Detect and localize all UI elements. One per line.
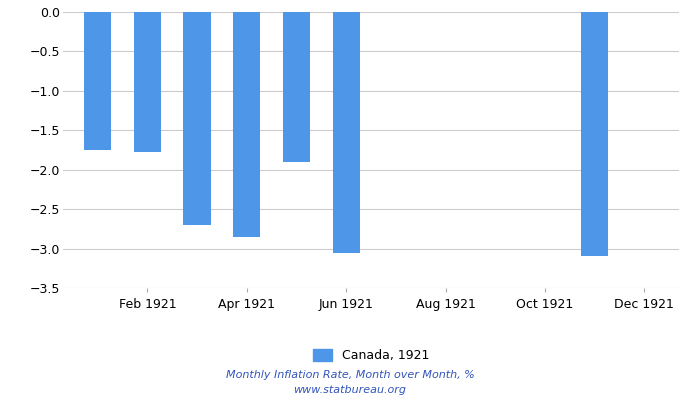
Bar bbox=[283, 12, 310, 162]
Bar bbox=[233, 12, 260, 237]
Bar bbox=[581, 12, 608, 256]
Bar bbox=[84, 12, 111, 150]
Text: Monthly Inflation Rate, Month over Month, %: Monthly Inflation Rate, Month over Month… bbox=[225, 370, 475, 380]
Bar bbox=[332, 12, 360, 252]
Bar bbox=[134, 12, 161, 152]
Text: www.statbureau.org: www.statbureau.org bbox=[293, 385, 407, 395]
Bar bbox=[183, 12, 211, 225]
Legend: Canada, 1921: Canada, 1921 bbox=[308, 344, 434, 367]
